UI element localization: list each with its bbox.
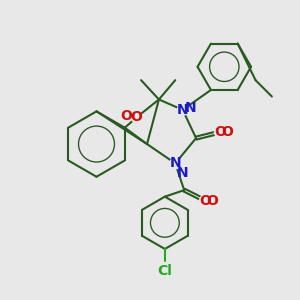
Text: O: O <box>206 194 218 208</box>
Text: N: N <box>169 156 181 170</box>
Circle shape <box>131 112 142 123</box>
Circle shape <box>200 195 210 206</box>
Text: O: O <box>214 125 226 139</box>
Text: Cl: Cl <box>158 264 172 278</box>
Text: N: N <box>185 101 197 116</box>
Text: O: O <box>221 125 233 139</box>
Text: O: O <box>130 110 142 124</box>
Circle shape <box>214 127 225 137</box>
Text: N: N <box>177 103 188 117</box>
Text: N: N <box>177 166 188 180</box>
Circle shape <box>170 158 181 169</box>
Circle shape <box>177 104 188 115</box>
Text: O: O <box>120 109 132 123</box>
Text: O: O <box>199 194 211 208</box>
